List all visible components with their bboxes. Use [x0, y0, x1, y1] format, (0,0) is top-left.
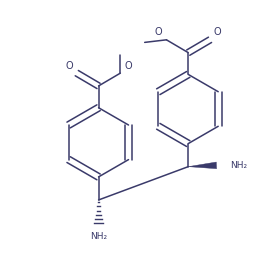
Polygon shape — [188, 162, 216, 169]
Text: O: O — [65, 61, 73, 70]
Text: O: O — [214, 27, 221, 37]
Text: NH₂: NH₂ — [90, 232, 107, 241]
Text: O: O — [155, 27, 163, 37]
Text: NH₂: NH₂ — [230, 161, 248, 170]
Text: O: O — [124, 61, 132, 70]
